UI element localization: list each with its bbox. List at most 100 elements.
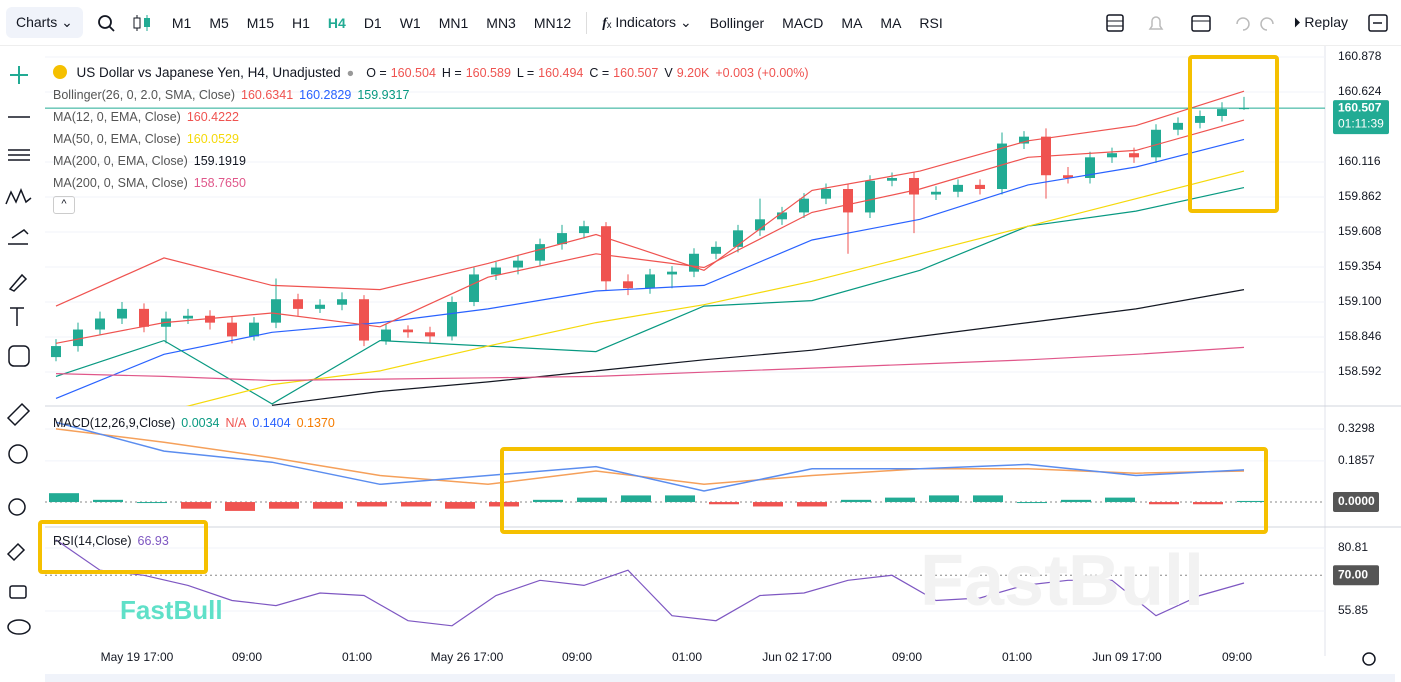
candle-body xyxy=(1063,175,1073,178)
histogram-bar xyxy=(1105,497,1135,503)
study[interactable]: Bollinger xyxy=(709,14,765,31)
text-tool[interactable] xyxy=(10,307,24,326)
indicator-row: MA(50, 0, EMA, Close) 160.0529 xyxy=(53,128,815,150)
fullscreen-icon[interactable] xyxy=(1357,12,1401,34)
indicator-name: MA(50, 0, EMA, Close) xyxy=(53,132,181,146)
timeframe[interactable]: W1 xyxy=(399,14,421,31)
timeframe[interactable]: D1 xyxy=(363,14,382,31)
y-tick-label: 80.81 xyxy=(1338,540,1368,554)
y-tick-label: 158.592 xyxy=(1338,364,1382,378)
candle-body xyxy=(205,315,215,323)
studies: Bollinger MACD MA MA RSI xyxy=(701,15,952,31)
brush-tool[interactable] xyxy=(8,273,28,292)
candle-body xyxy=(579,226,589,234)
indicator-name: MA(200, 0, SMA, Close) xyxy=(53,176,188,190)
histogram-bar xyxy=(929,495,959,503)
replay-button[interactable]: ⏵ Replay xyxy=(1293,14,1348,30)
timeframe[interactable]: H4 xyxy=(327,14,346,31)
crosshair-tool[interactable] xyxy=(10,66,28,84)
indicator-name: MA(200, 0, EMA, Close) xyxy=(53,154,188,168)
ohlc-key: O = xyxy=(366,66,387,80)
charts-menu[interactable]: Charts ⌄ xyxy=(6,7,83,38)
x-tick-label: 01:00 xyxy=(672,650,702,664)
timeframe[interactable]: MN12 xyxy=(533,14,572,31)
fib-tool[interactable] xyxy=(8,149,30,161)
indicator-row: Bollinger(26, 0, 2.0, SMA, Close) 160.634… xyxy=(53,84,815,106)
collapse-button[interactable]: ^ xyxy=(53,196,75,214)
candle-body xyxy=(1173,122,1183,130)
indicator-line xyxy=(55,119,1245,344)
rsi-readout: 66.93 xyxy=(137,534,169,548)
candle-body xyxy=(513,260,523,268)
histogram-bar xyxy=(1237,500,1267,503)
candle-body xyxy=(469,274,479,302)
indicator-value: 159.9317 xyxy=(357,88,410,102)
candle-body xyxy=(1107,153,1117,158)
histogram-bar xyxy=(621,495,651,503)
indicator-value: 160.6341 xyxy=(241,88,294,102)
study[interactable]: MACD xyxy=(782,14,824,31)
alert-icon[interactable] xyxy=(1133,12,1179,34)
indicator-value: 160.4222 xyxy=(186,110,239,124)
replay-label: Replay xyxy=(1304,14,1348,30)
macd-readout: 0.1370 xyxy=(296,416,335,430)
candle-body xyxy=(1151,129,1161,158)
study[interactable]: MA xyxy=(841,14,863,31)
signal-line xyxy=(55,428,1245,486)
symbol: US Dollar vs Japanese Yen, H4, Unadjuste… xyxy=(76,65,341,80)
layout-icon[interactable] xyxy=(1097,12,1133,34)
timeframe[interactable]: M15 xyxy=(246,14,274,31)
indicator-name: Bollinger(26, 0, 2.0, SMA, Close) xyxy=(53,88,236,102)
eraser-tool[interactable] xyxy=(6,542,26,562)
chart-type-icon[interactable] xyxy=(123,12,163,34)
histogram-bar xyxy=(665,495,695,503)
indicator-line xyxy=(271,289,1245,406)
charts-label: Charts xyxy=(16,14,58,30)
tick-label-box xyxy=(1333,492,1379,513)
indicators-menu[interactable]: fₓ Indicators ⌄ xyxy=(602,13,692,31)
candle-body xyxy=(51,346,61,358)
indicator-line xyxy=(185,170,1245,406)
candle-body xyxy=(139,308,149,327)
candle-body xyxy=(821,189,831,199)
y-tick-label: 159.608 xyxy=(1338,224,1382,238)
study[interactable]: RSI xyxy=(919,14,943,31)
scrollbar[interactable] xyxy=(45,674,1395,682)
candle-body xyxy=(315,304,325,309)
search-icon[interactable] xyxy=(89,13,123,33)
candle-body xyxy=(117,308,127,319)
calendar-icon[interactable] xyxy=(1179,12,1225,34)
pattern-tool[interactable] xyxy=(5,188,32,205)
ohlc: O = 160.504 H = 160.589 L = 160.494 C = 160.507… xyxy=(360,66,709,80)
indicators-label: Indicators xyxy=(615,13,677,30)
indicator-row: MA(200, 0, SMA, Close) 158.7650 xyxy=(53,172,815,194)
emoji-tool[interactable] xyxy=(8,345,30,367)
candle-body xyxy=(997,143,1007,190)
timeframe[interactable]: M5 xyxy=(209,14,229,31)
zoom-tool[interactable] xyxy=(8,444,28,464)
lock-tool[interactable] xyxy=(9,585,27,599)
ruler-tool[interactable] xyxy=(6,402,31,427)
candle-body xyxy=(755,219,765,231)
undo-redo-icons[interactable] xyxy=(1225,12,1285,34)
candle-body xyxy=(73,329,83,347)
timeframe[interactable]: MN3 xyxy=(486,14,516,31)
settings-icon[interactable] xyxy=(1362,652,1376,666)
timeframe[interactable]: MN1 xyxy=(438,14,469,31)
timeframe[interactable]: M1 xyxy=(171,14,192,31)
histogram-bar xyxy=(973,495,1003,503)
magnet-tool[interactable] xyxy=(8,498,26,516)
projection-tool[interactable] xyxy=(8,229,29,245)
study[interactable]: MA xyxy=(880,14,902,31)
indicator-value: 159.1919 xyxy=(193,154,246,168)
candle-body xyxy=(337,299,347,305)
candle-body xyxy=(425,332,435,337)
x-tick-label: May 26 17:00 xyxy=(431,650,504,664)
histogram-bar xyxy=(577,497,607,503)
timeframe[interactable]: H1 xyxy=(292,14,310,31)
candle-body xyxy=(293,299,303,309)
visibility-tool[interactable] xyxy=(7,619,31,635)
macd-legend: MACD(12,26,9,Close) 0.0034 N/A 0.1404 0.1370 xyxy=(53,416,341,430)
histogram-bar xyxy=(1017,502,1047,504)
rsi-line xyxy=(55,539,1245,627)
